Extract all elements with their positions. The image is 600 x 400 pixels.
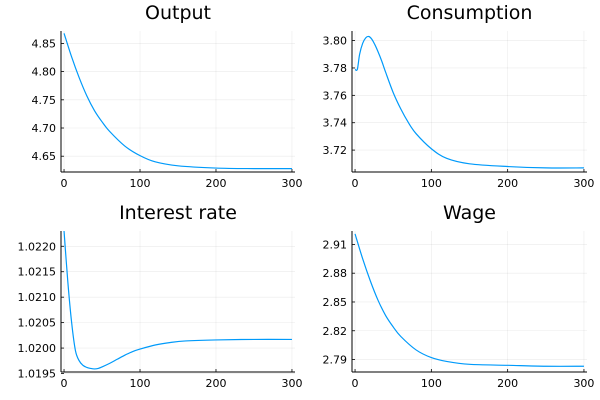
y-tick-label: 3.72 [323,144,348,157]
x-tick-label: 200 [205,177,226,190]
subplot-title: Wage [443,202,496,224]
y-tick-label: 1.0195 [18,368,57,381]
subplot-title: Consumption [407,2,533,24]
series-line [354,35,584,169]
y-tick-label: 3.80 [323,35,348,48]
x-tick-label: 200 [497,377,518,390]
y-tick-label: 1.0200 [18,342,57,355]
x-tick-label: 100 [130,377,151,390]
subplot-1: 0 100 200 300 4.65 4.70 4.75 4.80 4.85 Output [32,2,303,190]
x-tick-label: 0 [352,177,359,190]
subplot-4: 0 100 200 300 2.79 2.82 2.85 2.88 2.91 Wage [323,202,595,390]
subplot-title: Output [145,2,211,24]
y-tick-label: 4.85 [32,37,57,50]
x-tick-label: 300 [573,377,594,390]
y-tick-label: 4.80 [32,66,57,79]
x-tick-label: 200 [205,377,226,390]
subplot-3: 0 100 200 300 1.0195 1.0200 1.0205 1.0210 1.0215… [18,202,303,390]
y-tick-label: 2.85 [323,296,348,309]
subplot-2: 0 100 200 300 3.72 3.74 3.76 3.78 3.80 Consumptio… [323,2,595,190]
x-tick-label: 300 [573,177,594,190]
y-tick-label: 4.75 [32,94,57,107]
x-tick-label: 0 [352,377,359,390]
x-tick-label: 100 [421,377,442,390]
series-line [354,233,584,367]
y-tick-label: 3.78 [323,62,348,75]
y-tick-label: 1.0205 [18,317,57,330]
x-tick-label: 300 [281,177,302,190]
y-tick-label: 1.0220 [18,240,57,253]
subplot-title: Interest rate [119,202,237,224]
y-tick-label: 4.70 [32,122,57,135]
y-tick-label: 1.0210 [18,291,57,304]
x-tick-label: 200 [497,177,518,190]
series-line [63,33,292,170]
x-tick-label: 0 [61,377,68,390]
y-tick-label: 2.91 [323,238,348,251]
y-tick-label: 2.79 [323,354,348,367]
y-tick-label: 2.88 [323,267,348,280]
y-tick-label: 2.82 [323,325,348,338]
y-tick-label: 4.65 [32,150,57,163]
x-tick-label: 100 [130,177,151,190]
x-tick-label: 300 [281,377,302,390]
y-tick-label: 1.0215 [18,266,57,279]
y-tick-label: 3.76 [323,89,348,102]
series-line [63,230,292,370]
y-tick-label: 3.74 [323,117,348,130]
x-tick-label: 0 [61,177,68,190]
x-tick-label: 100 [421,177,442,190]
